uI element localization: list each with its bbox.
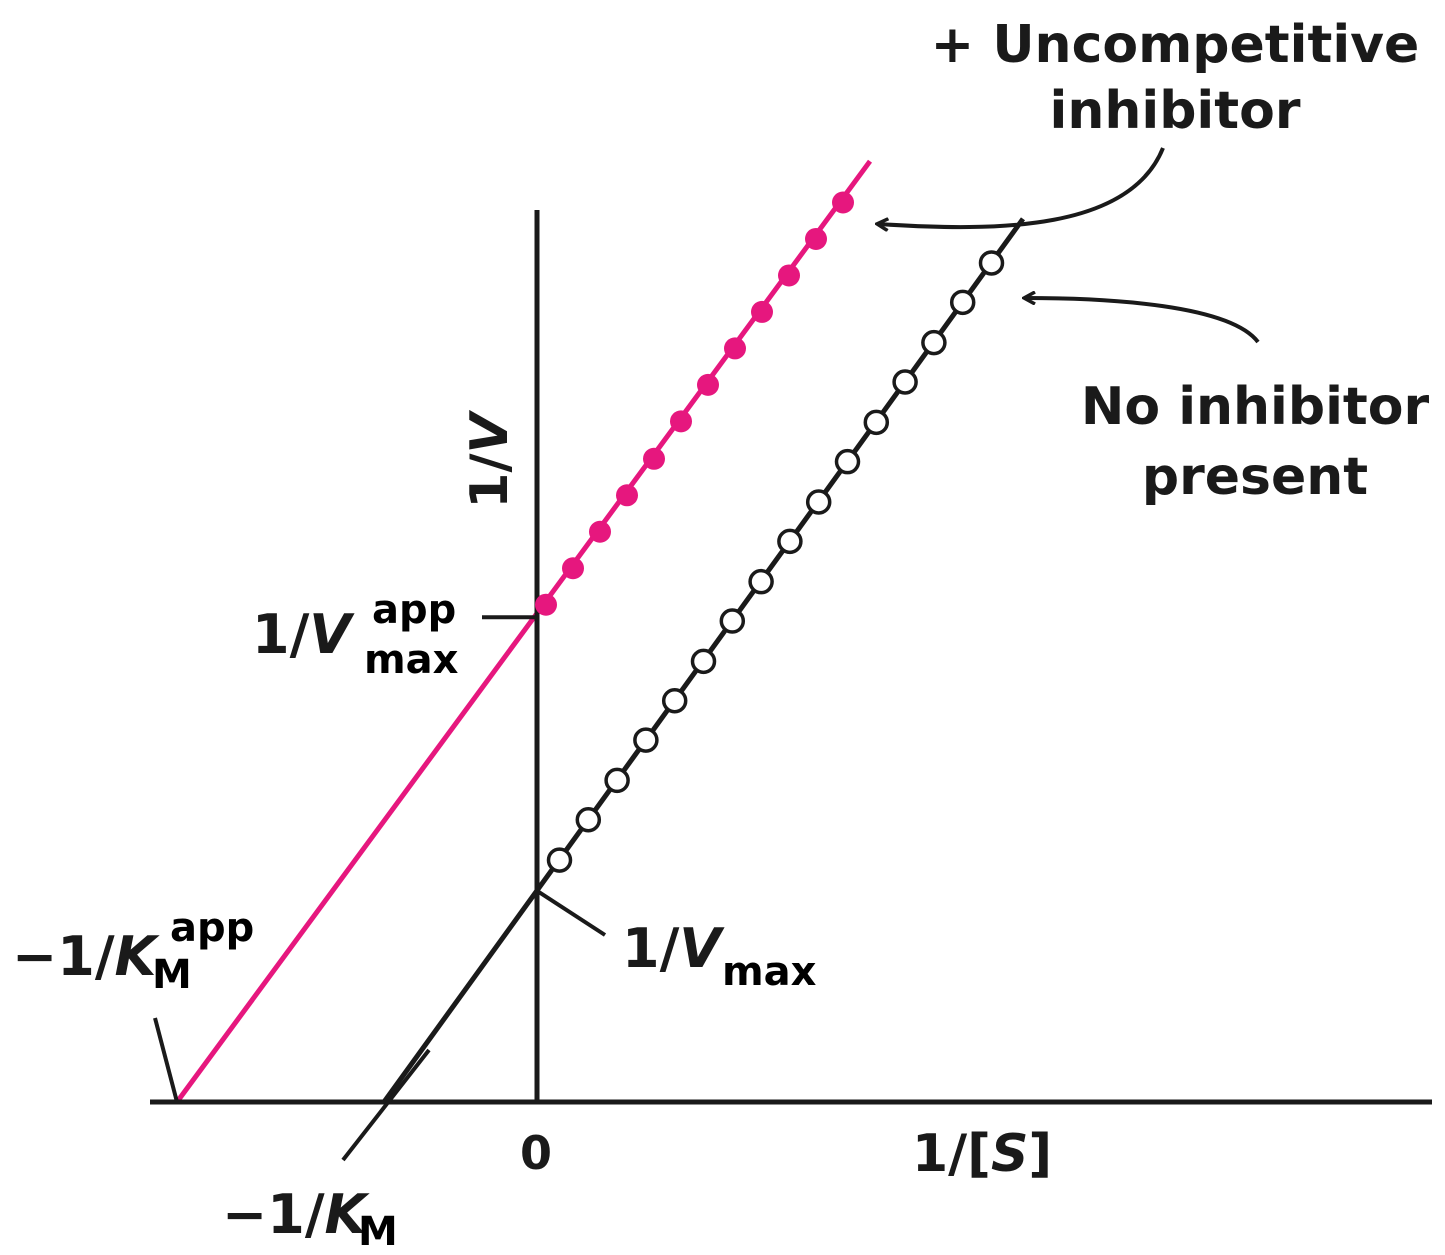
km-app-base: −1/K [12, 925, 157, 988]
inhibitor-series-label: + Uncompetitive inhibitor [925, 12, 1425, 144]
series-0-point [616, 484, 638, 507]
series-1-point [892, 369, 918, 395]
inhibitor-label-line-2: inhibitor [1049, 81, 1301, 141]
series-1-point [575, 807, 602, 833]
series-1-point [863, 409, 890, 436]
series-1-point [690, 648, 717, 675]
vmax-intercept-label: 1/V [622, 922, 721, 976]
vmax-app-sup: app [372, 587, 457, 633]
series-0-point [670, 410, 692, 433]
series-1-point [661, 687, 688, 714]
series-0-point [751, 300, 773, 323]
km-app-sup: app [170, 905, 255, 951]
series-1-point [834, 448, 861, 475]
series-1-point [949, 289, 976, 316]
series-0-point [562, 557, 584, 580]
no-inhibitor-label-line-1: No inhibitor [1080, 377, 1430, 437]
series-0-point [724, 337, 746, 360]
km-app-sub: M [152, 952, 192, 998]
no-inhibitor-series-label: No inhibitor present [1060, 372, 1445, 512]
km-intercept-label: −1/K [222, 1188, 366, 1242]
vmax-app-sub: max [364, 637, 459, 683]
series-1-point [604, 767, 630, 794]
vmax-sub: max [722, 949, 817, 995]
km-app-leader [153, 1017, 179, 1103]
series-0-point [805, 227, 827, 250]
series-1-point [748, 568, 774, 595]
km-sub: M [358, 1209, 398, 1255]
km-base: −1/K [222, 1183, 367, 1246]
y-axis-label: 1/V [460, 396, 520, 526]
series-0-point [832, 191, 854, 214]
vmax-app-intercept-label: 1/V [252, 608, 351, 662]
series-0-point [589, 520, 611, 543]
series-0-point [778, 264, 800, 287]
km-leader [341, 1048, 431, 1162]
x-origin-tick-label: 0 [520, 1126, 553, 1180]
vmax-base: 1/V [622, 917, 722, 980]
series-1-point [719, 608, 746, 634]
vmax-leader [535, 889, 607, 937]
series-0-point [643, 447, 665, 470]
x-axis-label: 1/[S] [912, 1128, 1052, 1180]
km-app-intercept-label: −1/K [12, 930, 156, 984]
series-1-point [805, 489, 832, 515]
series-1-point [978, 250, 1005, 276]
y-axis-label-text: 1/V [460, 413, 520, 509]
series-0-point [535, 593, 557, 616]
x-axis-label-text: 1/[S] [912, 1124, 1053, 1184]
series-1-point [633, 727, 659, 753]
inhibitor-callout-arrow [878, 147, 1165, 227]
vmax-app-base: 1/V [252, 603, 352, 666]
inhibitor-label-line-1: + Uncompetitive [930, 15, 1420, 75]
series-1-point [921, 329, 947, 356]
series-0-point [697, 373, 719, 396]
no-inhibitor-label-line-2: present [1141, 447, 1369, 507]
no-inhibitor-callout-arrow [1025, 298, 1260, 344]
series-1-point [777, 528, 803, 555]
series-1-point [546, 847, 573, 873]
